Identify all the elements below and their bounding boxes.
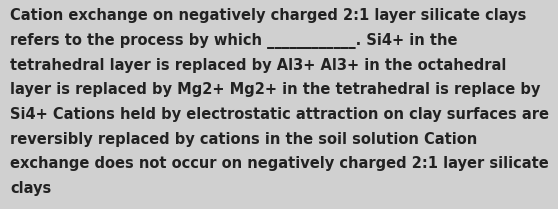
Text: refers to the process by which ____________. Si4+ in the: refers to the process by which _________…	[10, 33, 458, 49]
Text: exchange does not occur on negatively charged 2:1 layer silicate: exchange does not occur on negatively ch…	[10, 156, 549, 171]
Text: clays: clays	[10, 181, 51, 196]
Text: layer is replaced by Mg2+ Mg2+ in the tetrahedral is replace by: layer is replaced by Mg2+ Mg2+ in the te…	[10, 82, 540, 97]
Text: Si4+ Cations held by electrostatic attraction on clay surfaces are: Si4+ Cations held by electrostatic attra…	[10, 107, 549, 122]
Text: Cation exchange on negatively charged 2:1 layer silicate clays: Cation exchange on negatively charged 2:…	[10, 8, 526, 23]
Text: reversibly replaced by cations in the soil solution Cation: reversibly replaced by cations in the so…	[10, 132, 477, 147]
Text: tetrahedral layer is replaced by Al3+ Al3+ in the octahedral: tetrahedral layer is replaced by Al3+ Al…	[10, 58, 507, 73]
